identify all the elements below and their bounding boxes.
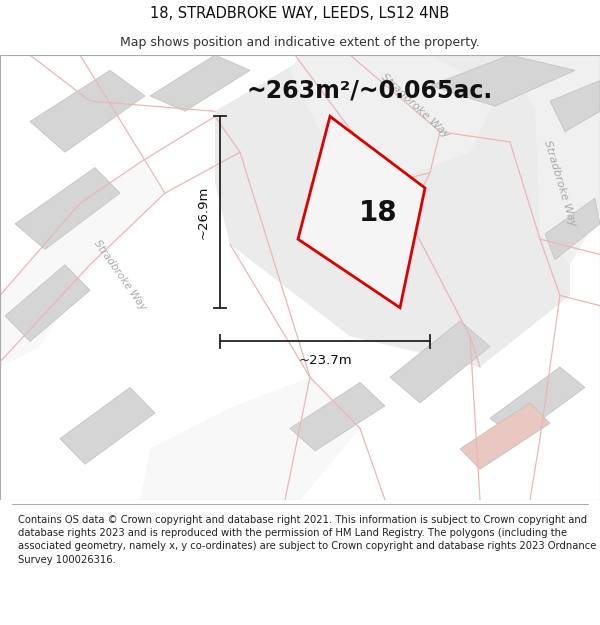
Polygon shape <box>298 116 425 308</box>
Polygon shape <box>550 81 600 132</box>
Text: ~26.9m: ~26.9m <box>197 186 210 239</box>
Polygon shape <box>290 55 500 183</box>
Text: ~23.7m: ~23.7m <box>298 354 352 367</box>
Text: ~263m²/~0.065ac.: ~263m²/~0.065ac. <box>247 79 493 102</box>
Polygon shape <box>215 55 570 367</box>
Text: Stradbroke Way: Stradbroke Way <box>92 238 148 312</box>
Polygon shape <box>290 382 385 451</box>
Text: Stradbroke Way: Stradbroke Way <box>379 72 451 140</box>
Polygon shape <box>140 378 360 500</box>
Polygon shape <box>545 198 600 259</box>
Polygon shape <box>150 55 250 111</box>
Polygon shape <box>5 265 90 341</box>
Text: 18: 18 <box>359 199 398 227</box>
Polygon shape <box>490 367 585 439</box>
Text: Contains OS data © Crown copyright and database right 2021. This information is : Contains OS data © Crown copyright and d… <box>18 515 596 564</box>
Polygon shape <box>30 71 145 152</box>
Polygon shape <box>430 55 575 106</box>
Polygon shape <box>0 162 165 367</box>
Polygon shape <box>390 321 490 403</box>
Polygon shape <box>510 55 600 265</box>
Text: Map shows position and indicative extent of the property.: Map shows position and indicative extent… <box>120 36 480 49</box>
Text: 18, STRADBROKE WAY, LEEDS, LS12 4NB: 18, STRADBROKE WAY, LEEDS, LS12 4NB <box>151 6 449 21</box>
Polygon shape <box>60 388 155 464</box>
Polygon shape <box>15 168 120 249</box>
Text: Stradbroke Way: Stradbroke Way <box>542 139 578 227</box>
Polygon shape <box>460 403 550 469</box>
